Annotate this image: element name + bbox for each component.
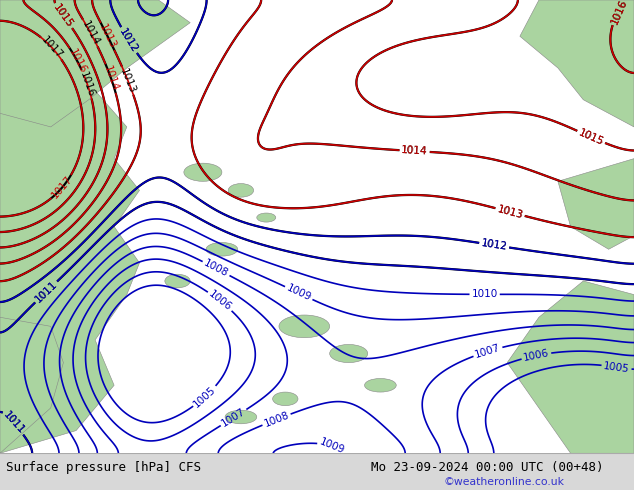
- Text: Surface pressure [hPa] CFS: Surface pressure [hPa] CFS: [6, 461, 202, 474]
- Text: 1014: 1014: [80, 19, 101, 47]
- Polygon shape: [0, 318, 63, 453]
- Ellipse shape: [257, 213, 276, 222]
- Text: 1017: 1017: [39, 35, 65, 61]
- Text: 1012: 1012: [117, 26, 140, 54]
- Ellipse shape: [184, 163, 222, 181]
- Polygon shape: [558, 159, 634, 249]
- Text: 1010: 1010: [472, 289, 498, 299]
- Text: 1007: 1007: [474, 343, 502, 360]
- Text: 1009: 1009: [318, 437, 346, 456]
- Ellipse shape: [330, 344, 368, 363]
- Text: 1013: 1013: [496, 204, 524, 221]
- Text: 1014: 1014: [102, 64, 120, 93]
- Text: 1016: 1016: [78, 70, 96, 98]
- Text: 1014: 1014: [401, 146, 428, 157]
- Text: Mo 23-09-2024 00:00 UTC (00+48): Mo 23-09-2024 00:00 UTC (00+48): [371, 461, 604, 474]
- Text: 1014: 1014: [401, 146, 428, 157]
- Text: 1013: 1013: [97, 23, 118, 50]
- Text: 1015: 1015: [577, 127, 605, 147]
- Ellipse shape: [279, 315, 330, 338]
- Text: 1012: 1012: [481, 238, 508, 252]
- Ellipse shape: [273, 392, 298, 406]
- Polygon shape: [0, 0, 190, 127]
- Text: 1005: 1005: [603, 361, 630, 374]
- Ellipse shape: [165, 274, 190, 288]
- Text: 1006: 1006: [522, 348, 550, 363]
- Ellipse shape: [365, 378, 396, 392]
- Ellipse shape: [228, 184, 254, 197]
- Polygon shape: [520, 0, 634, 127]
- Text: 1005: 1005: [192, 384, 218, 409]
- Text: 1011: 1011: [1, 410, 27, 436]
- Text: 1013: 1013: [496, 204, 524, 221]
- Text: 1012: 1012: [481, 238, 508, 252]
- Text: 1016: 1016: [67, 48, 88, 75]
- Ellipse shape: [225, 410, 257, 424]
- Text: 1011: 1011: [1, 410, 27, 436]
- Text: 1016: 1016: [609, 0, 629, 25]
- Polygon shape: [0, 0, 139, 453]
- Polygon shape: [507, 281, 634, 453]
- Text: 1013: 1013: [119, 67, 138, 95]
- Text: ©weatheronline.co.uk: ©weatheronline.co.uk: [444, 477, 565, 487]
- Text: 1006: 1006: [207, 289, 233, 313]
- Text: 1008: 1008: [262, 410, 290, 429]
- Text: 1016: 1016: [609, 0, 629, 25]
- Ellipse shape: [206, 243, 238, 256]
- Text: 1011: 1011: [33, 279, 59, 305]
- Text: 1012: 1012: [117, 26, 140, 54]
- Text: 1008: 1008: [202, 258, 230, 279]
- Text: 1015: 1015: [577, 127, 605, 147]
- Text: 1015: 1015: [51, 2, 75, 29]
- Text: 1015: 1015: [51, 2, 75, 29]
- Text: 1017: 1017: [50, 174, 75, 201]
- Text: 1009: 1009: [285, 283, 313, 303]
- Text: 1011: 1011: [33, 279, 59, 305]
- Text: 1007: 1007: [220, 406, 247, 429]
